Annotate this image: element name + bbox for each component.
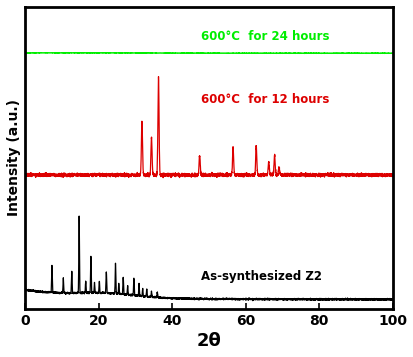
Text: 600°C  for 24 hours: 600°C for 24 hours (201, 30, 329, 44)
Text: 600°C  for 12 hours: 600°C for 12 hours (201, 93, 329, 106)
Text: As-synthesized Z2: As-synthesized Z2 (201, 270, 322, 283)
X-axis label: 2θ: 2θ (196, 332, 221, 350)
Y-axis label: Intensity (a.u.): Intensity (a.u.) (7, 100, 21, 216)
